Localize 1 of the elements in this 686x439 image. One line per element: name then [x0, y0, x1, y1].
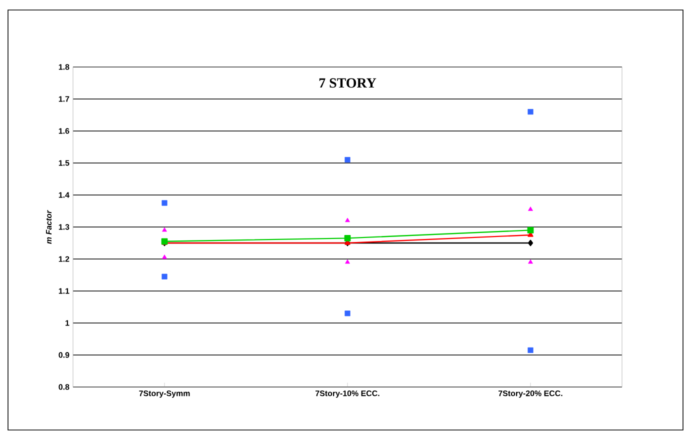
- text: 7 STORY: [319, 78, 376, 88]
